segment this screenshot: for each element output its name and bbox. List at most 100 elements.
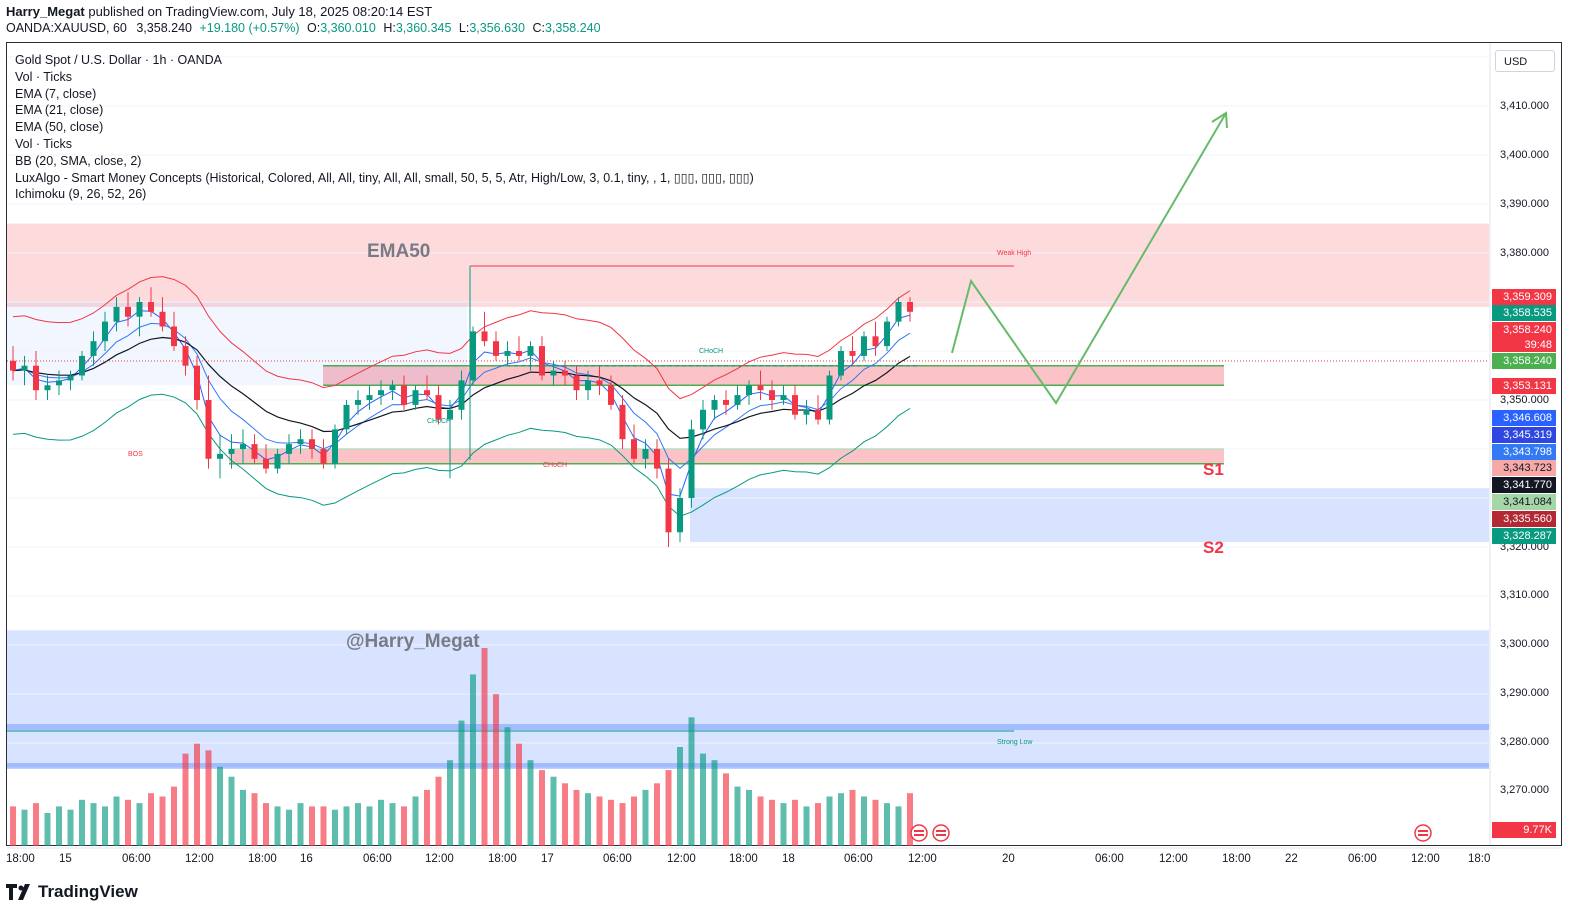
time-tick: 12:00 bbox=[425, 853, 454, 865]
candle bbox=[194, 365, 200, 400]
ema50-label: EMA50 bbox=[367, 241, 431, 262]
candle bbox=[780, 395, 787, 400]
candle bbox=[596, 380, 603, 386]
legend-title[interactable]: Gold Spot / U.S. Dollar · 1h · OANDA bbox=[15, 53, 223, 67]
candle bbox=[872, 336, 879, 347]
time-tick: 06:00 bbox=[122, 853, 151, 865]
publish-info: Harry_Megat published on TradingView.com… bbox=[6, 4, 432, 19]
price-tick: 3,320.000 bbox=[1500, 541, 1549, 553]
candle bbox=[67, 375, 74, 381]
candle bbox=[332, 429, 338, 464]
price-tag: 3,345.319 bbox=[1492, 427, 1556, 443]
candle bbox=[803, 409, 810, 415]
candle bbox=[849, 351, 856, 356]
candle bbox=[44, 385, 51, 391]
candle bbox=[769, 390, 775, 400]
strong-low-band bbox=[7, 724, 1489, 730]
candle bbox=[102, 321, 108, 342]
us-flag-icon bbox=[1414, 824, 1432, 842]
volume-bar bbox=[366, 806, 373, 846]
candle bbox=[21, 365, 28, 371]
volume-bar bbox=[769, 799, 775, 846]
candle bbox=[539, 346, 545, 376]
price-tag: 3,343.723 bbox=[1492, 460, 1556, 476]
legend-line[interactable]: Vol · Ticks bbox=[15, 136, 72, 151]
choch-label: CHoCH bbox=[543, 462, 568, 469]
time-tick: 18:00 bbox=[729, 853, 758, 865]
volume-bar bbox=[907, 793, 913, 846]
currency-button[interactable]: USD bbox=[1495, 50, 1555, 72]
us-flag-icon bbox=[914, 834, 924, 836]
volume-bar bbox=[470, 674, 476, 846]
candle bbox=[746, 385, 752, 396]
grid-layer bbox=[7, 56, 1489, 744]
symbol-label[interactable]: OANDA:XAUUSD, 60 bbox=[6, 21, 127, 35]
candle bbox=[562, 370, 568, 376]
candle bbox=[734, 395, 741, 405]
time-tick: 12:00 bbox=[908, 853, 937, 865]
candle bbox=[504, 351, 511, 356]
volume-bar bbox=[688, 717, 695, 846]
volume-bar bbox=[171, 786, 177, 846]
candle bbox=[458, 380, 465, 410]
publish-text: published on TradingView.com, July 18, 2… bbox=[84, 4, 433, 19]
us-flag-icon bbox=[932, 824, 950, 842]
bos-label: BOS bbox=[128, 451, 143, 458]
us-flag-icon bbox=[914, 830, 924, 832]
volume-bar bbox=[539, 770, 545, 846]
legend-line[interactable]: BB (20, SMA, close, 2) bbox=[15, 153, 142, 168]
zone-lower-demand bbox=[7, 630, 1489, 768]
volume-bar bbox=[780, 803, 787, 846]
candle bbox=[792, 395, 798, 415]
candle bbox=[838, 351, 844, 376]
candle bbox=[711, 400, 718, 410]
candle bbox=[228, 449, 235, 454]
price-tick: 3,280.000 bbox=[1500, 736, 1549, 748]
volume-bar bbox=[44, 813, 51, 846]
volume-bar bbox=[895, 806, 902, 846]
us-flag-icon bbox=[910, 824, 928, 842]
tradingview-logo[interactable]: TradingView bbox=[6, 882, 138, 902]
candle bbox=[355, 400, 361, 405]
candle bbox=[516, 351, 522, 356]
strong-low-band bbox=[7, 763, 1489, 769]
volume-bar bbox=[792, 799, 798, 846]
candle bbox=[642, 449, 649, 459]
candle bbox=[286, 444, 292, 454]
legend-line[interactable]: EMA (50, close) bbox=[15, 120, 104, 135]
open-label: O: bbox=[307, 21, 321, 35]
price-tag: 3,341.084 bbox=[1492, 494, 1556, 510]
legend-line[interactable]: EMA (21, close) bbox=[15, 103, 104, 118]
volume-bar bbox=[585, 793, 591, 846]
candle bbox=[527, 346, 534, 356]
volume-bar bbox=[527, 760, 534, 846]
price-tick: 3,410.000 bbox=[1500, 100, 1549, 112]
legend-line[interactable]: Vol · Ticks bbox=[15, 69, 72, 84]
time-tick: 06:00 bbox=[603, 853, 632, 865]
time-tick: 12:00 bbox=[667, 853, 696, 865]
volume-bar bbox=[573, 789, 580, 846]
volume-bar bbox=[240, 789, 246, 846]
tradingview-icon bbox=[6, 884, 30, 900]
volume-bar bbox=[10, 806, 16, 846]
us-flag-icon bbox=[1418, 834, 1428, 836]
candle bbox=[389, 385, 396, 391]
volume-bar bbox=[389, 803, 396, 846]
volume-bar bbox=[332, 809, 338, 846]
legend-line[interactable]: Ichimoku (9, 26, 52, 26) bbox=[15, 187, 147, 202]
candle bbox=[757, 385, 764, 391]
price-tag: 3,335.560 bbox=[1492, 511, 1556, 527]
legend-line[interactable]: EMA (7, close) bbox=[15, 86, 97, 101]
price-tag: 3,346.608 bbox=[1492, 410, 1556, 426]
legend-line[interactable]: LuxAlgo - Smart Money Concepts (Historic… bbox=[15, 170, 754, 185]
candle bbox=[136, 302, 143, 317]
time-tick: 18:00 bbox=[488, 853, 517, 865]
candle bbox=[90, 341, 97, 356]
volume-bar bbox=[343, 806, 350, 846]
candle bbox=[10, 360, 16, 371]
author-name[interactable]: Harry_Megat bbox=[6, 4, 85, 19]
candle bbox=[205, 400, 212, 459]
candle bbox=[274, 453, 281, 469]
s1-label: S1 bbox=[1203, 460, 1224, 479]
